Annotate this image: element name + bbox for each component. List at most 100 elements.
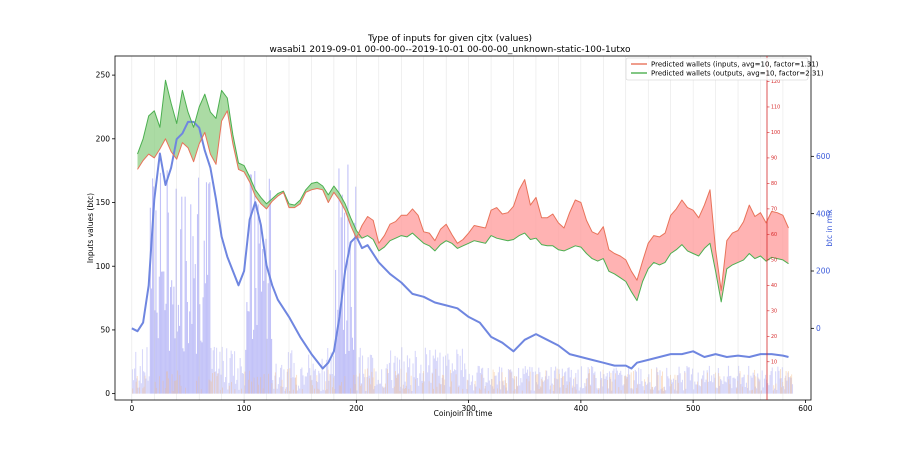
input-bar	[777, 366, 779, 394]
input-bar-secondary	[696, 381, 698, 394]
input-bar	[578, 390, 580, 394]
input-bar	[622, 385, 624, 394]
input-bar	[775, 371, 777, 394]
input-bar	[339, 309, 341, 394]
input-bar	[782, 386, 785, 394]
input-bar	[639, 383, 641, 394]
input-bar	[238, 389, 240, 394]
x-axis-label: Coinjoin in time	[434, 409, 493, 418]
input-bar	[267, 283, 269, 394]
input-bar-secondary	[364, 369, 366, 394]
input-bar	[265, 238, 267, 394]
input-bar-secondary	[435, 368, 437, 394]
input-bar	[390, 350, 392, 394]
x-tick-label: 400	[574, 404, 589, 413]
input-bar-secondary	[355, 374, 357, 394]
input-bar-secondary	[600, 379, 602, 394]
input-bar	[164, 310, 166, 394]
input-bar	[653, 387, 655, 394]
input-bar	[687, 367, 689, 394]
input-bar-secondary	[228, 385, 230, 394]
input-bar	[134, 368, 136, 394]
input-bar	[150, 288, 153, 394]
input-bar	[303, 384, 305, 394]
input-bar-secondary	[177, 370, 179, 394]
input-bar-secondary	[757, 377, 759, 394]
input-bar-secondary	[540, 378, 542, 394]
input-bar	[157, 338, 159, 394]
input-bar-secondary	[155, 387, 157, 394]
input-bar	[633, 380, 635, 394]
input-bar	[272, 380, 274, 394]
input-bar-secondary	[633, 371, 634, 394]
input-bar	[520, 378, 522, 394]
input-bar-secondary	[598, 388, 600, 394]
input-bar	[452, 371, 454, 394]
input-bar	[557, 379, 559, 394]
input-bar	[189, 311, 191, 394]
input-bar	[345, 353, 347, 394]
input-bar	[781, 367, 783, 394]
input-bar-secondary	[174, 380, 176, 394]
input-bar-secondary	[214, 372, 216, 394]
input-bar	[177, 304, 179, 394]
input-bar	[269, 190, 272, 394]
input-bar	[686, 365, 688, 394]
input-bar	[511, 371, 513, 394]
input-bar	[460, 370, 462, 394]
input-bar	[724, 381, 726, 394]
input-bar	[668, 378, 670, 394]
input-bar	[213, 346, 215, 394]
input-bar-secondary	[249, 370, 250, 394]
input-bar-secondary	[371, 371, 373, 394]
input-bar	[487, 368, 489, 394]
input-bar-secondary	[707, 372, 708, 394]
input-bar-secondary	[575, 389, 577, 394]
input-bar-secondary	[755, 376, 757, 394]
red-axis-tick-label: 40	[771, 283, 777, 289]
input-bar-secondary	[289, 368, 291, 394]
x-tick-label: 500	[686, 404, 701, 413]
input-bar-secondary	[676, 375, 678, 394]
input-bar	[271, 338, 273, 394]
input-bar	[494, 375, 496, 394]
input-bar-secondary	[729, 384, 731, 394]
input-bar	[638, 367, 640, 394]
input-bar	[707, 381, 709, 394]
input-bar	[733, 377, 735, 394]
input-bar	[363, 373, 365, 394]
input-bar-secondary	[295, 377, 296, 394]
input-bar-secondary	[493, 372, 495, 394]
input-bar	[377, 379, 379, 394]
input-bar	[464, 363, 466, 394]
input-bar-secondary	[650, 368, 652, 394]
input-bar	[203, 240, 205, 394]
input-bar	[220, 374, 222, 394]
input-bar	[139, 366, 141, 394]
input-bar	[137, 387, 139, 394]
input-bar	[767, 383, 769, 394]
input-bar	[465, 369, 467, 394]
input-bar	[135, 351, 137, 394]
red-axis-tick-label: 20	[771, 334, 777, 340]
input-bar-secondary	[139, 387, 140, 394]
input-bar-secondary	[480, 389, 482, 394]
input-bar	[411, 390, 413, 394]
input-bar	[254, 171, 256, 394]
input-bar	[218, 368, 220, 394]
input-bar-secondary	[624, 376, 625, 394]
input-bar	[167, 212, 169, 394]
input-bar	[296, 390, 298, 394]
input-bar	[771, 367, 773, 394]
series-lines	[131, 79, 789, 370]
input-bar	[720, 379, 722, 394]
input-bar	[187, 343, 190, 394]
input-bar	[404, 381, 406, 394]
input-bar	[711, 375, 713, 394]
input-bar-secondary	[344, 376, 346, 394]
input-bar-secondary	[512, 390, 514, 394]
input-bar	[768, 385, 770, 394]
input-bar	[152, 178, 154, 394]
input-bar	[485, 382, 487, 394]
input-bar	[131, 369, 133, 394]
